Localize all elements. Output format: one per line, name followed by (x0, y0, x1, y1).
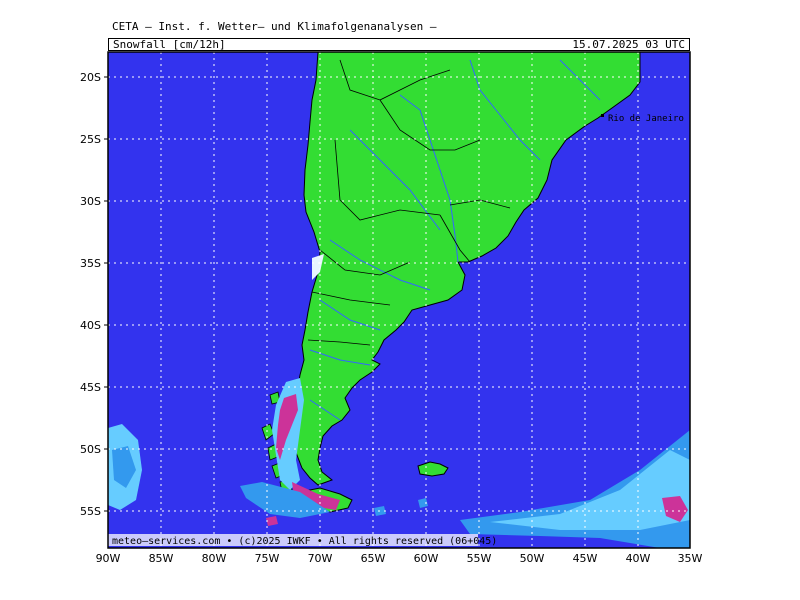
lat-tick-label: 50S (80, 443, 101, 456)
latitude-labels: 20S 25S 30S 35S 40S 45S 50S 55S (80, 71, 101, 518)
longitude-labels: 90W 85W 80W 75W 70W 65W 60W 55W 50W 45W … (96, 552, 703, 565)
lon-tick-label: 70W (308, 552, 333, 565)
lat-tick-label: 20S (80, 71, 101, 84)
lon-tick-label: 40W (626, 552, 651, 565)
lon-tick-label: 45W (573, 552, 598, 565)
land-south-america (287, 52, 641, 486)
lat-tick-label: 30S (80, 195, 101, 208)
lon-tick-label: 35W (678, 552, 703, 565)
rivers (309, 59, 601, 421)
lat-tick-label: 25S (80, 133, 101, 146)
footer-credit: meteo—services.com • (c)2025 IWKF • All … (112, 536, 497, 547)
info-bar: Snowfall [cm/12h] 15.07.2025 03 UTC (108, 38, 690, 51)
city-label: Rio de Janeiro (608, 114, 684, 124)
lat-tick-label: 40S (80, 319, 101, 332)
grid-lines (108, 52, 690, 548)
datetime-label: 15.07.2025 03 UTC (572, 38, 685, 51)
lat-tick-label: 45S (80, 381, 101, 394)
city-marker (601, 114, 604, 117)
lat-tick-label: 35S (80, 257, 101, 270)
map-title: CETA — Inst. f. Wetter— und Klimafolgena… (112, 20, 437, 33)
variable-label: Snowfall [cm/12h] (113, 38, 226, 51)
lon-tick-label: 65W (361, 552, 386, 565)
lat-tick-label: 55S (80, 505, 101, 518)
lon-tick-label: 75W (255, 552, 280, 565)
lon-tick-label: 80W (202, 552, 227, 565)
lon-tick-label: 55W (467, 552, 492, 565)
political-borders (307, 59, 511, 346)
footer-bg (108, 534, 478, 546)
lon-tick-label: 50W (520, 552, 545, 565)
map-frame (107, 51, 691, 549)
lon-tick-label: 60W (414, 552, 439, 565)
lon-tick-label: 90W (96, 552, 121, 565)
tick-marks (104, 76, 108, 512)
snowfall-layer (108, 254, 690, 548)
lon-tick-label: 85W (149, 552, 174, 565)
